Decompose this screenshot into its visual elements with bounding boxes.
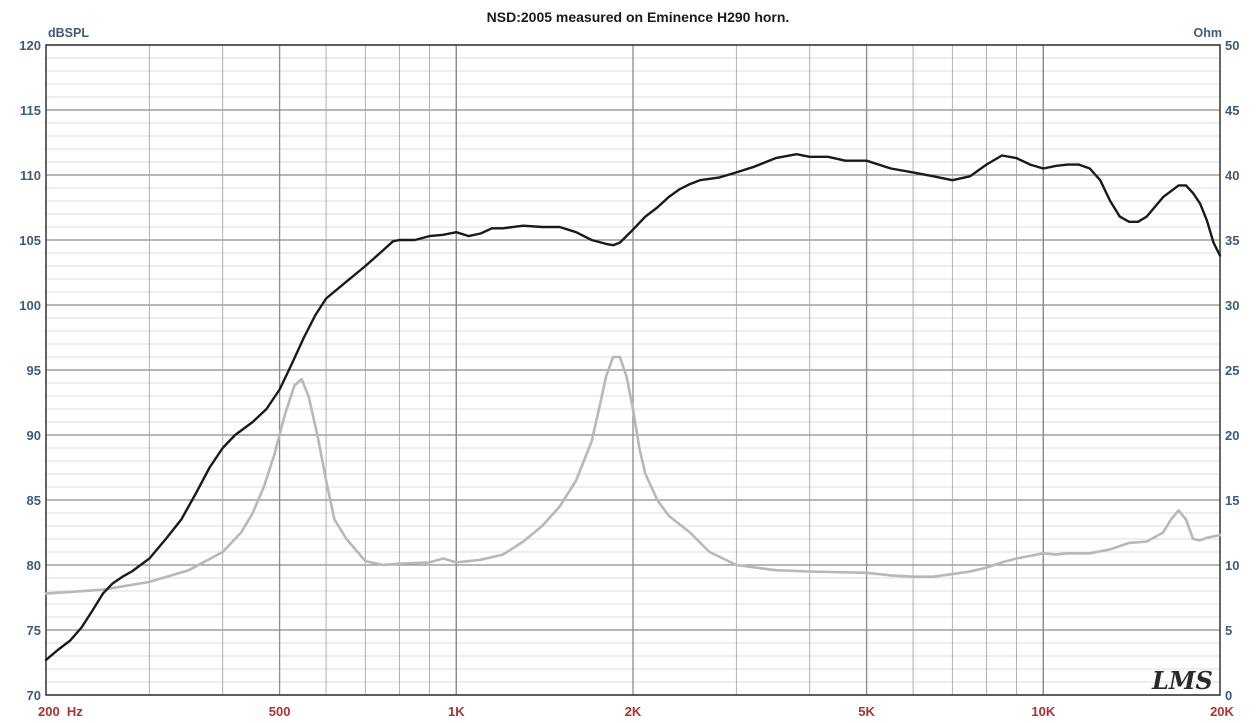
y-right-tick-label: 50 [1225,38,1239,53]
lms-logo: LMS [1151,666,1213,695]
spl-curve [44,152,1222,662]
y-right-tick-label: 45 [1225,103,1239,118]
y-right-tick-label: 0 [1225,688,1232,703]
y-left-tick-label: 110 [20,168,41,183]
y-right-tick-label: 40 [1225,168,1239,183]
y-right-tick-label: 25 [1225,363,1239,378]
plot-frame [45,44,1221,696]
y-left-tick-label: 70 [27,688,41,703]
y-left-tick-label: 100 [19,298,41,313]
y-right-tick-label: 30 [1225,298,1239,313]
axis-labels: 1201151101051009590858075705045403530252… [19,38,1239,719]
y-left-tick-label: 120 [19,38,41,53]
y-left-tick-label: 75 [27,623,41,638]
series-group [44,152,1222,662]
y-left-tick-label: 95 [27,363,41,378]
y-right-tick-label: 15 [1225,493,1239,508]
x-tick-label: 1K [448,704,465,718]
x-tick-label: 500 [269,704,291,718]
x-tick-label: 5K [858,704,875,718]
x-tick-label: 10K [1031,704,1055,718]
y-right-tick-label: 10 [1225,558,1239,573]
impedance-curve [44,355,1222,595]
y-right-tick-label: 35 [1225,233,1239,248]
x-tick-label: 20K [1210,704,1234,718]
y-left-tick-label: 115 [20,103,41,118]
y-left-tick-label: 105 [19,233,41,248]
chart-title: NSD:2005 measured on Eminence H290 horn. [487,9,790,25]
x-tick-label: 200 Hz [38,704,83,718]
y-left-tick-label: 80 [27,558,41,573]
y-right-tick-label: 20 [1225,428,1239,443]
x-tick-label: 2K [625,704,642,718]
lms-watermark: LMS [1151,666,1213,695]
y-right-unit-label: Ohm [1194,26,1222,40]
y-left-tick-label: 85 [27,493,41,508]
grid [46,44,1220,696]
y-left-tick-label: 90 [27,428,41,443]
y-right-tick-label: 5 [1225,623,1232,638]
y-left-unit-label: dBSPL [48,26,89,40]
